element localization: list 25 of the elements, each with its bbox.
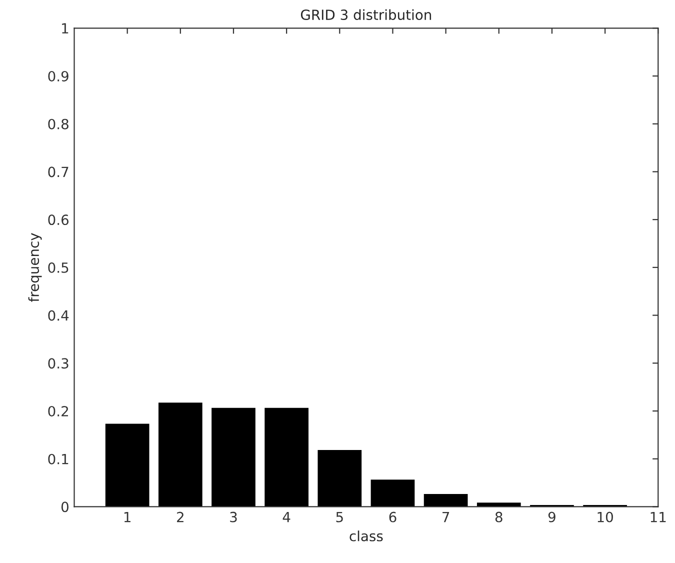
x-tick-label: 5 <box>336 512 343 522</box>
x-tick-label: 7 <box>442 512 450 522</box>
y-axis-title: frequency <box>28 233 42 302</box>
x-tick-label: 3 <box>230 512 237 522</box>
y-tick-label: 0.8 <box>48 118 68 130</box>
y-tick-label: 0 <box>61 502 68 512</box>
y-tick-label: 0.5 <box>48 262 68 273</box>
y-tick-label: 0.3 <box>48 358 68 369</box>
y-tick-label: 0.7 <box>48 166 68 178</box>
x-tick-label: 9 <box>548 512 556 522</box>
x-tick-label: 4 <box>282 512 290 522</box>
y-tick-label: 0.6 <box>48 214 69 226</box>
y-tick-label: 0.1 <box>48 454 68 464</box>
y-tick-label: 0.9 <box>48 70 68 82</box>
x-tick-label: 1 <box>124 512 130 522</box>
chart-title: GRID 3 distribution <box>300 9 432 20</box>
x-tick-label: 10 <box>598 512 613 522</box>
x-tick-label: 6 <box>389 512 396 522</box>
x-axis-title: class <box>350 530 383 542</box>
x-tick-label: 11 <box>650 512 666 522</box>
x-tick-label: 8 <box>495 512 502 522</box>
y-tick-label: 0.2 <box>48 406 68 416</box>
y-tick-label: 0.4 <box>48 310 69 321</box>
x-tick-label: 2 <box>177 512 184 522</box>
y-tick-label: 1 <box>62 23 68 34</box>
